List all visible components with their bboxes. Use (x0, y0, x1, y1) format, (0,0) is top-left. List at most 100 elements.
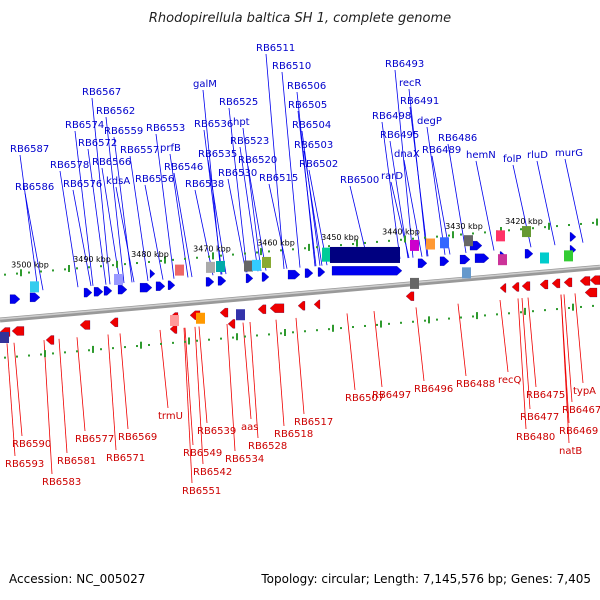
upper-major-tick (20, 269, 22, 277)
gene-label: RB6574 (65, 120, 104, 131)
upper-tick-dot (88, 266, 90, 269)
label-connector (281, 71, 301, 268)
lower-tick-dot (124, 346, 126, 349)
lower-tick-dot (256, 334, 258, 337)
feature-block (426, 238, 435, 250)
lower-tick-dot (232, 336, 234, 339)
upper-major-tick (68, 265, 70, 273)
reverse-gene-arrow (579, 276, 591, 286)
scale-ruler: 3500 kbp 3490 kbp 3480 kbp 3470 kbp 3460 kbp… (11, 217, 543, 269)
gene-label: folP (503, 154, 521, 165)
upper-tick-dot (568, 224, 570, 227)
gene-label: RB6503 (294, 140, 333, 151)
upper-major-tick (308, 243, 310, 251)
lower-tick-dot (508, 312, 510, 315)
lower-major-tick (188, 337, 190, 345)
lower-tick-dot (88, 349, 90, 352)
large-gene-block (330, 246, 400, 263)
label-connector (155, 133, 175, 279)
upper-tick-dot (592, 221, 594, 224)
label-connector (381, 121, 401, 259)
upper-tick-dot (424, 236, 426, 239)
feature-block (496, 230, 505, 242)
gene-label: degP (417, 116, 442, 127)
label-connector (119, 333, 129, 430)
feature-block (262, 256, 271, 268)
lower-tick-dot (484, 314, 486, 317)
forward-gene-arrow (439, 256, 450, 266)
label-connector (303, 150, 323, 266)
reverse-gene-arrow (297, 301, 306, 311)
gene-label: RB6518 (274, 429, 313, 440)
gene-label: rluD (527, 150, 548, 161)
lower-tick-dot (592, 304, 594, 307)
feature-block (30, 281, 39, 293)
gene-label: RB6495 (380, 130, 419, 141)
lower-tick-dot (496, 313, 498, 316)
gene-label: RB6497 (372, 390, 411, 401)
feature-block (196, 312, 205, 324)
upper-tick-dot (52, 269, 54, 272)
upper-major-tick (404, 235, 406, 243)
gene-label: RB6587 (10, 144, 49, 155)
upper-tick-dot (184, 257, 186, 260)
upper-tick-dot (388, 239, 390, 242)
scale-label: 3460 kbp (257, 239, 295, 248)
upper-tick-dot (268, 250, 270, 253)
feature-block (170, 315, 179, 327)
upper-tick-dot (328, 245, 330, 248)
forward-gene-arrow (317, 267, 326, 277)
gene-label: RB6510 (272, 61, 311, 72)
gene-label: rarD (381, 171, 403, 182)
forward-gene-arrow (287, 270, 301, 280)
forward-gene-arrow (261, 272, 270, 282)
label-connector (194, 326, 204, 465)
label-connector (19, 154, 39, 291)
lower-major-tick (524, 307, 526, 315)
label-connector (159, 329, 169, 409)
upper-tick-dot (112, 264, 114, 267)
label-connector (517, 298, 527, 430)
upper-tick-dot (244, 252, 246, 255)
lower-tick-dot (280, 332, 282, 335)
upper-major-tick (260, 248, 262, 256)
reverse-gene-arrow (584, 287, 598, 298)
gene-label: RB6496 (414, 384, 453, 395)
gene-label: RB6538 (185, 179, 224, 190)
lower-tick-dot (400, 321, 402, 324)
label-connector (184, 327, 194, 446)
upper-major-tick (356, 239, 358, 247)
label-connector (198, 326, 208, 424)
upper-tick-dot (412, 237, 414, 240)
upper-major-tick (212, 252, 214, 260)
gene-label: kdsA (106, 176, 130, 187)
upper-tick-dot (304, 247, 306, 250)
gene-label: hemN (466, 150, 496, 161)
forward-gene-arrow (9, 294, 21, 304)
upper-tick-dot (532, 227, 534, 230)
scale-label: 3490 kbp (73, 255, 111, 264)
feature-block (540, 252, 549, 264)
gene-label: RB6586 (15, 182, 54, 193)
gene-label: RB6502 (299, 159, 338, 170)
reverse-gene-arrow (539, 279, 549, 290)
gene-label: RB6577 (75, 434, 114, 445)
upper-tick-dot (16, 272, 18, 275)
lower-tick-dot (460, 316, 462, 319)
label-connector (527, 297, 537, 388)
lower-tick-dot (580, 305, 582, 308)
label-connector (74, 130, 94, 286)
genome-track (0, 218, 600, 359)
lower-tick-dot (328, 328, 330, 331)
lower-tick-dot (196, 339, 198, 342)
upper-tick-dot (124, 263, 126, 266)
forward-gene-arrow (103, 286, 113, 296)
upper-major-tick (548, 222, 550, 230)
label-connector (242, 322, 252, 420)
gene-label: RB6505 (288, 100, 327, 111)
reverse-gene-arrow (269, 303, 285, 313)
forward-gene-arrow (149, 269, 156, 279)
label-connector (107, 334, 117, 451)
feature-block (462, 267, 471, 279)
upper-tick-dot (352, 243, 354, 246)
